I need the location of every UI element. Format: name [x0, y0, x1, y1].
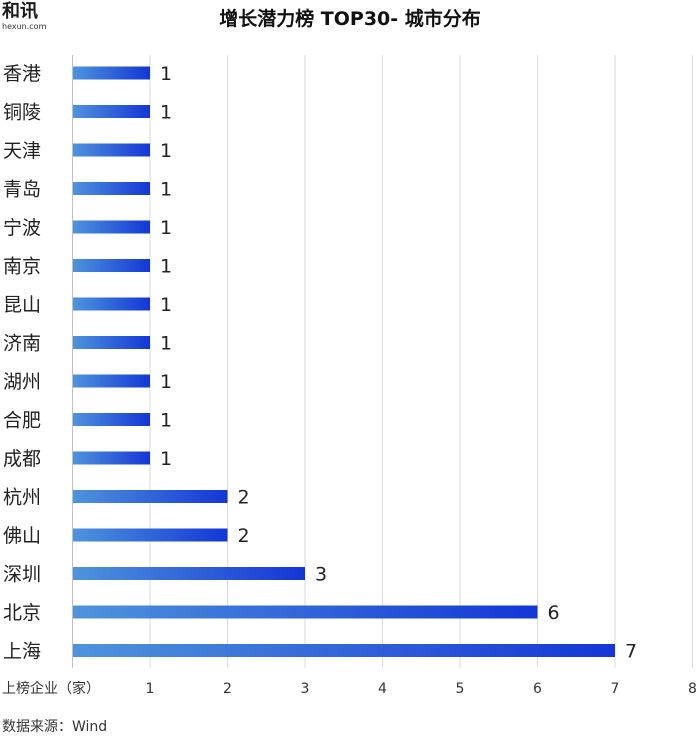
data-source-note: 数据来源：Wind — [2, 719, 108, 735]
category-label: 铜陵 — [3, 102, 41, 124]
hexun-logo: 和讯 hexun.com — [2, 2, 82, 32]
value-label: 1 — [160, 256, 172, 278]
chart-title: 增长潜力榜 TOP30- 城市分布 — [219, 8, 481, 30]
value-label: 2 — [238, 525, 250, 547]
x-tick-label: 6 — [533, 681, 542, 697]
value-label: 1 — [160, 140, 172, 162]
bar — [72, 182, 150, 195]
value-label: 1 — [160, 63, 172, 85]
category-label: 昆山 — [3, 294, 41, 316]
x-tick-label: 1 — [146, 681, 155, 697]
category-label: 佛山 — [3, 525, 41, 547]
category-label: 深圳 — [3, 564, 41, 586]
bar — [72, 451, 150, 465]
category-label: 宁波 — [3, 217, 41, 239]
value-label: 1 — [160, 294, 172, 316]
x-tick-label: 7 — [611, 681, 620, 697]
bar — [72, 605, 538, 619]
category-label: 济南 — [3, 333, 41, 355]
x-axis-title: 上榜企业（家） — [2, 680, 100, 697]
bar — [72, 220, 150, 234]
category-label: 杭州 — [3, 487, 41, 509]
bar — [72, 143, 150, 157]
category-label: 天津 — [3, 140, 41, 162]
value-label: 1 — [160, 448, 172, 470]
value-label: 1 — [160, 410, 172, 432]
logo-url: hexun.com — [2, 22, 47, 31]
bar — [72, 644, 615, 657]
bar — [72, 413, 150, 426]
value-label: 1 — [160, 371, 172, 393]
value-label: 2 — [238, 487, 250, 509]
bar — [72, 105, 150, 118]
bar — [72, 490, 228, 503]
category-label: 合肥 — [3, 410, 41, 432]
x-tick-label: 2 — [223, 681, 232, 697]
category-label: 成都 — [3, 448, 41, 470]
value-label: 1 — [160, 333, 172, 355]
category-label: 青岛 — [3, 179, 41, 201]
category-label: 上海 — [3, 641, 41, 663]
bar — [72, 374, 150, 388]
value-label: 3 — [315, 564, 327, 586]
value-label: 7 — [625, 641, 637, 663]
bar — [72, 336, 150, 349]
x-tick-label: 3 — [301, 681, 310, 697]
bar — [72, 567, 305, 580]
x-tick-label: 8 — [688, 681, 697, 697]
logo-mark: 和讯 — [2, 1, 38, 22]
value-label: 1 — [160, 179, 172, 201]
category-label: 南京 — [3, 256, 41, 278]
bar — [72, 528, 228, 542]
category-label: 香港 — [3, 63, 41, 85]
x-tick-label: 4 — [378, 681, 387, 697]
bar — [72, 297, 150, 311]
value-label: 1 — [160, 102, 172, 124]
bar-chart: 香港 1 铜陵 1 天津 1 青岛 1 宁波 1 南京 1 昆山 1 济南 1 湖州 1 合肥 1 成都 1 杭州 2 佛山 2 深… — [2, 55, 697, 697]
bar — [72, 66, 150, 80]
x-tick-label: 5 — [456, 681, 465, 697]
value-label: 1 — [160, 217, 172, 239]
value-label: 6 — [548, 602, 560, 624]
bar — [72, 259, 150, 272]
category-label: 湖州 — [3, 371, 41, 393]
category-label: 北京 — [3, 602, 41, 624]
